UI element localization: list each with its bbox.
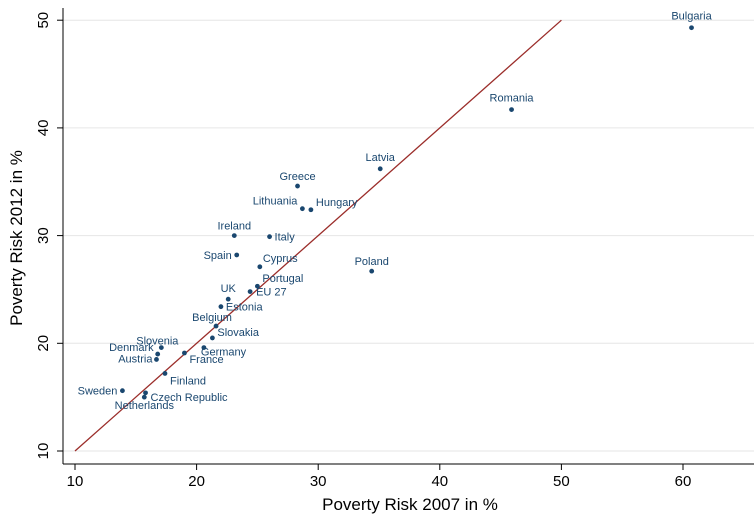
- point-label: France: [189, 354, 223, 366]
- y-tick-label: 20: [35, 335, 52, 352]
- y-axis-title: Poverty Risk 2012 in %: [7, 150, 26, 326]
- point-label: Czech Republic: [151, 392, 229, 404]
- reference-line-group: [74, 19, 562, 452]
- data-point: [295, 183, 300, 189]
- data-point: [155, 351, 161, 357]
- point-label: Bulgaria: [671, 11, 712, 23]
- data-point: [231, 233, 237, 239]
- data-point: [308, 207, 314, 213]
- point-label: Denmark: [109, 342, 154, 354]
- point-label: Greece: [279, 171, 315, 183]
- data-point: [267, 234, 272, 240]
- data-point: [299, 206, 305, 212]
- point-label: Portugal: [262, 273, 303, 285]
- y-tick-label: 50: [35, 12, 52, 29]
- point-label: UK: [221, 283, 237, 295]
- x-tick-label: 30: [310, 473, 327, 490]
- point-label: Italy: [275, 232, 296, 244]
- point-label: Poland: [355, 256, 389, 268]
- x-tick-label: 60: [675, 473, 692, 490]
- point-label: Cyprus: [263, 253, 298, 265]
- x-axis-title: Poverty Risk 2007 in %: [322, 495, 498, 514]
- data-point: [218, 304, 224, 310]
- point-label: Estonia: [226, 302, 264, 314]
- data-point: [201, 345, 207, 351]
- y-tick-label: 30: [35, 227, 52, 244]
- data-point: [213, 323, 219, 329]
- point-label: Lithuania: [253, 196, 299, 208]
- point-label: Latvia: [366, 152, 396, 164]
- data-point: [143, 390, 148, 396]
- point-label: Sweden: [78, 386, 118, 398]
- point-label: Slovakia: [217, 327, 259, 339]
- x-tick-label: 10: [67, 473, 84, 490]
- axes: 10 20 30 40 50 10 20 30 40 50 60: [35, 8, 754, 490]
- x-tick-label: 40: [431, 473, 448, 490]
- data-point: [257, 264, 263, 270]
- data-point: [210, 335, 215, 341]
- point-label: Finland: [170, 375, 206, 387]
- data-point: [158, 345, 164, 351]
- point-label: Ireland: [217, 221, 251, 233]
- point-label: Slovenia: [136, 336, 179, 348]
- point-label: Romania: [490, 93, 535, 105]
- point-label: Netherlands: [115, 400, 175, 412]
- data-point: [689, 25, 694, 31]
- data-point: [182, 350, 187, 356]
- data-point: [154, 357, 159, 362]
- data-point: [255, 283, 260, 289]
- data-point: [162, 371, 168, 376]
- y-tick-label: 40: [35, 120, 52, 137]
- data-point: [509, 107, 514, 112]
- data-point: [225, 296, 231, 302]
- point-label: Belgium: [192, 312, 232, 324]
- data-point: [377, 166, 383, 172]
- x-tick-label: 20: [188, 473, 205, 490]
- point-label: Germany: [201, 347, 247, 359]
- data-point: [141, 394, 147, 400]
- data-point: [234, 252, 240, 258]
- point-label: Hungary: [316, 197, 358, 209]
- x-tick-label: 50: [553, 473, 570, 490]
- data-point: [369, 268, 375, 274]
- point-label: Spain: [204, 250, 232, 262]
- point-label: EU 27: [256, 287, 287, 299]
- data-point: [120, 388, 125, 394]
- reference-line: [74, 19, 562, 452]
- point-label: Austria: [118, 353, 153, 365]
- data-points: Bulgaria Romania Latvia Greece Lithuania Hung…: [78, 11, 713, 412]
- gridlines: [63, 19, 754, 452]
- y-tick-label: 10: [35, 443, 52, 460]
- data-point: [247, 289, 253, 295]
